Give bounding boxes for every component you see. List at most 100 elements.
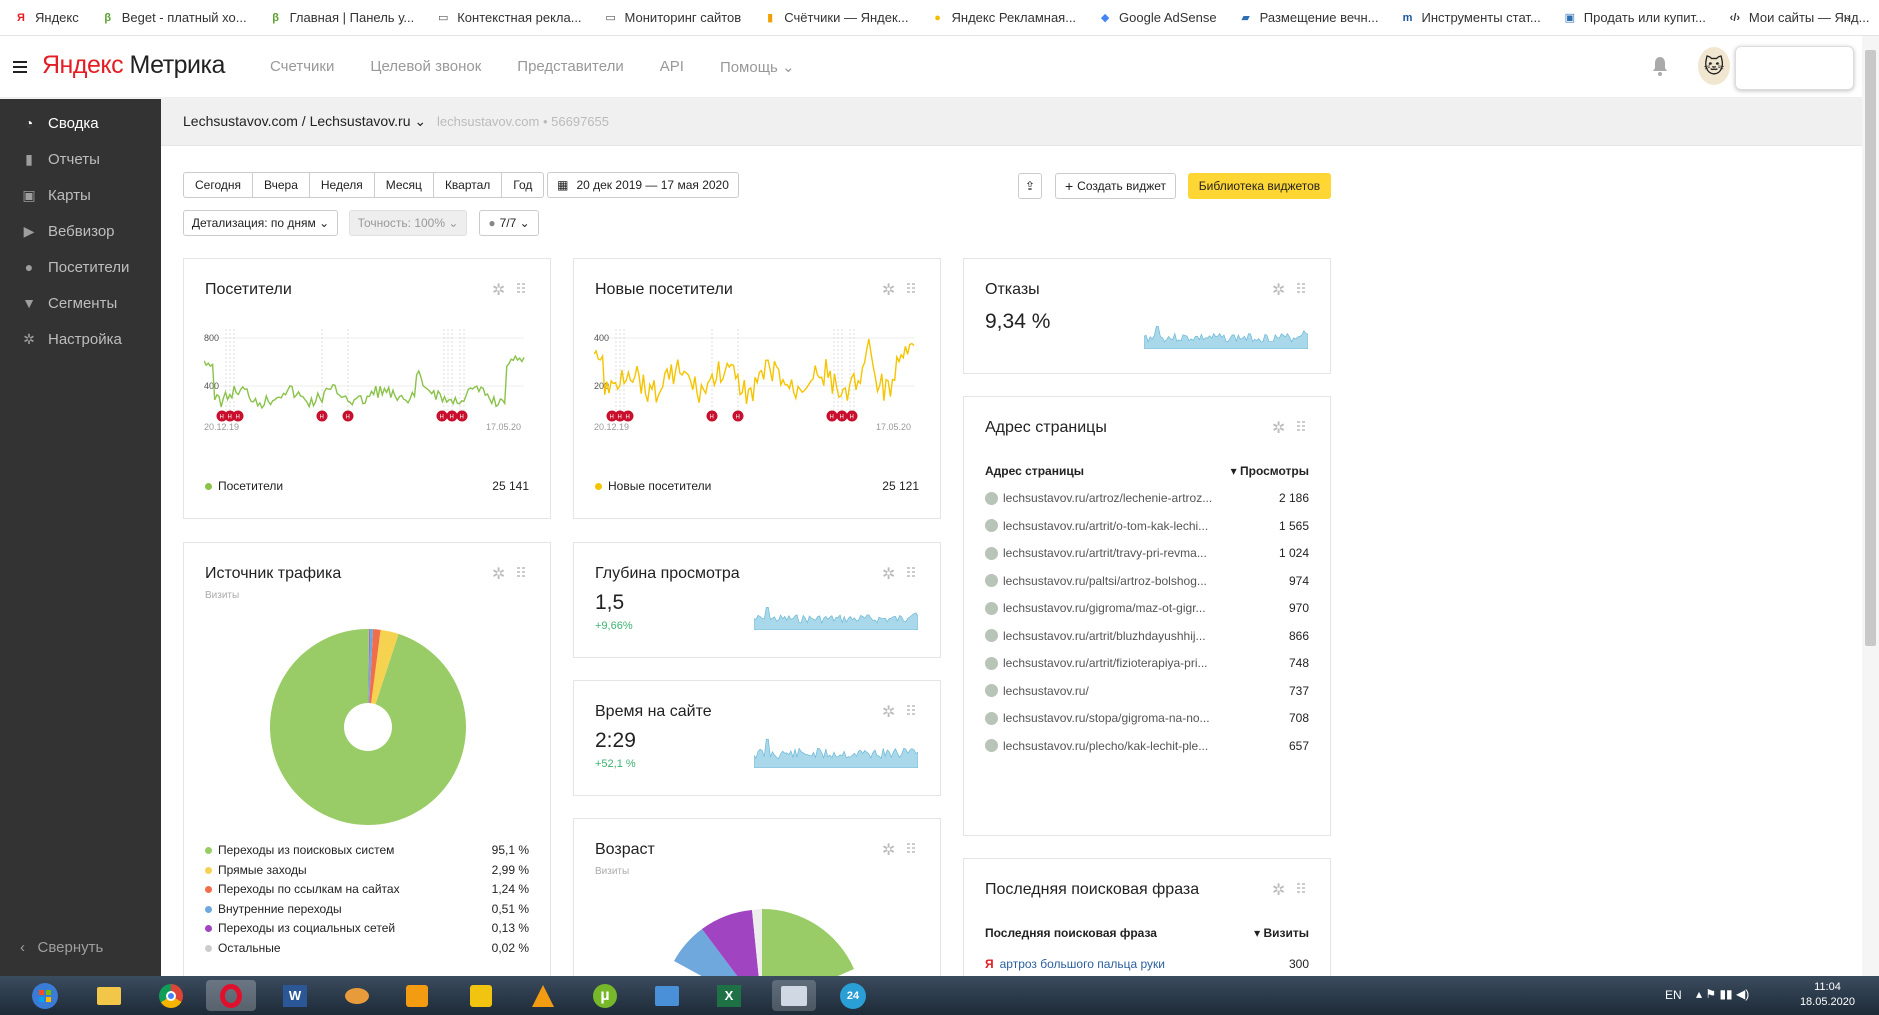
page-url[interactable]: lechsustavov.ru/artroz/lechenie-artroz..…	[1003, 491, 1213, 505]
counter-selector[interactable]: Lechsustavov.com / Lechsustavov.ru ⌄	[183, 113, 427, 129]
bookmark-item[interactable]: ▮ Счётчики — Яндек...	[763, 10, 908, 25]
nav-api[interactable]: API	[659, 58, 684, 75]
gear-icon[interactable]: ✲	[882, 842, 896, 859]
page-url[interactable]: lechsustavov.ru/gigroma/maz-ot-gigr...	[1003, 601, 1206, 615]
tool-app-icon[interactable]	[464, 980, 498, 1011]
create-widget-button[interactable]: + Создать виджет	[1055, 173, 1176, 199]
column-header-sort[interactable]: ▾ Просмотры	[1230, 464, 1309, 478]
drag-handle-icon[interactable]	[517, 567, 525, 581]
table-row[interactable]: lechsustavov.ru/plecho/kak-lechit-ple...…	[985, 739, 1309, 753]
page-url[interactable]: lechsustavov.ru/artrit/o-tom-kak-lechi..…	[1003, 518, 1209, 533]
start-button[interactable]	[28, 980, 62, 1011]
browser-24-icon[interactable]: 24	[836, 980, 870, 1011]
drag-handle-icon[interactable]	[907, 843, 915, 857]
segments-dropdown[interactable]: ● 7/7 ⌄	[479, 210, 539, 236]
legend-row[interactable]: Переходы по ссылкам на сайтах 1,24 %	[205, 882, 529, 896]
pie-slice[interactable]	[368, 629, 370, 727]
gear-icon[interactable]: ✲	[1272, 882, 1286, 899]
opera-icon[interactable]	[206, 980, 256, 1011]
page-url[interactable]: lechsustavov.ru/artrit/bluzhdayushhij...	[1003, 628, 1206, 643]
bookmark-item[interactable]: ‹/› Мои сайты — Янд...	[1728, 10, 1870, 25]
bookmark-item[interactable]: β Главная | Панель у...	[269, 10, 414, 25]
drag-handle-icon[interactable]	[1297, 421, 1305, 435]
bookmark-item[interactable]: ▭ Мониторинг сайтов	[604, 10, 741, 25]
language-indicator[interactable]: EN	[1665, 988, 1682, 1002]
legend-row[interactable]: Прямые заходы 2,99 %	[205, 863, 529, 877]
detail-dropdown[interactable]: Детализация: по дням ⌄	[183, 210, 338, 236]
word-icon[interactable]: W	[278, 980, 312, 1011]
column-header-sort[interactable]: ▾ Визиты	[1254, 926, 1309, 940]
bookmark-item[interactable]: β Beget - платный хо...	[101, 10, 246, 25]
page-url[interactable]: lechsustavov.ru/plecho/kak-lechit-ple...	[1003, 738, 1209, 753]
nav-counters[interactable]: Счетчики	[270, 58, 335, 75]
bookmark-item[interactable]: ▭ Контекстная рекла...	[436, 10, 582, 25]
book-app-icon[interactable]	[650, 980, 684, 1011]
tray-icons[interactable]: ▴ ⚑ ▮▮ ◀)	[1696, 987, 1750, 1001]
menu-icon[interactable]	[13, 61, 27, 73]
bell-icon[interactable]	[1651, 55, 1669, 77]
page-url[interactable]: lechsustavov.ru/paltsi/artroz-bolshog...	[1003, 573, 1207, 588]
period-week[interactable]: Неделя	[310, 173, 375, 197]
media-player-icon[interactable]	[400, 980, 434, 1011]
sidebar-item-segments[interactable]: ▼ Сегменты	[0, 285, 161, 321]
page-url[interactable]: lechsustavov.ru/stopa/gigroma-na-no...	[1003, 711, 1210, 725]
gear-icon[interactable]: ✲	[882, 704, 896, 721]
sidebar-item-reports[interactable]: ▮ Отчеты	[0, 141, 161, 177]
legend-row[interactable]: Переходы из социальных сетей 0,13 %	[205, 921, 529, 935]
sidebar-item-webvisor[interactable]: ▶ Вебвизор	[0, 213, 161, 249]
nav-representatives[interactable]: Представители	[517, 58, 624, 75]
table-row[interactable]: lechsustavov.ru/paltsi/artroz-bolshog...…	[985, 574, 1309, 588]
drag-handle-icon[interactable]	[907, 283, 915, 297]
period-month[interactable]: Месяц	[375, 173, 434, 197]
pie-slice[interactable]	[368, 629, 399, 727]
clock[interactable]: 11:04 18.05.2020	[1799, 981, 1855, 1008]
bookmark-item[interactable]: Я Яндекс	[14, 10, 79, 25]
page-scrollbar[interactable]	[1862, 36, 1879, 976]
period-today[interactable]: Сегодня	[184, 173, 253, 197]
table-row[interactable]: lechsustavov.ru/artrit/bluzhdayushhij...…	[985, 629, 1309, 643]
collapse-button[interactable]: ‹ Свернуть	[20, 939, 104, 956]
chrome-icon[interactable]	[154, 980, 188, 1011]
pie-slice[interactable]	[368, 629, 381, 727]
vlc-icon[interactable]	[526, 980, 560, 1011]
period-year[interactable]: Год	[513, 178, 533, 192]
bookmark-item[interactable]: ● Яндекс Рекламная...	[931, 10, 1076, 25]
table-row[interactable]: lechsustavov.ru/stopa/gigroma-na-no... 70…	[985, 711, 1309, 725]
drag-handle-icon[interactable]	[907, 705, 915, 719]
table-row[interactable]: lechsustavov.ru/gigroma/maz-ot-gigr... 97…	[985, 601, 1309, 615]
legend-row[interactable]: Остальные 0,02 %	[205, 941, 529, 955]
bookmark-item[interactable]: m Инструменты стат...	[1401, 10, 1541, 25]
pie-slice[interactable]	[368, 629, 374, 727]
sidebar-item-maps[interactable]: ▣ Карты	[0, 177, 161, 213]
table-row[interactable]: lechsustavov.ru/artrit/travy-pri-revma..…	[985, 546, 1309, 560]
nav-help[interactable]: Помощь ⌄	[719, 59, 795, 76]
accuracy-dropdown[interactable]: Точность: 100% ⌄	[349, 210, 467, 236]
table-row[interactable]: lechsustavov.ru/artroz/lechenie-artroz..…	[985, 491, 1309, 505]
scroll-thumb[interactable]	[1865, 50, 1876, 646]
more-bookmarks-icon[interactable]: »	[1843, 9, 1851, 25]
legend-row[interactable]: Внутренние переходы 0,51 %	[205, 902, 529, 916]
date-range-picker[interactable]: ▦ 20 дек 2019 — 17 мая 2020	[547, 172, 739, 198]
table-row[interactable]: lechsustavov.ru/737	[985, 684, 1309, 698]
excel-icon[interactable]: X	[712, 980, 746, 1011]
gear-icon[interactable]: ✲	[882, 282, 896, 299]
gear-icon[interactable]: ✲	[492, 566, 506, 583]
export-button[interactable]: ⇪	[1018, 173, 1042, 199]
drag-handle-icon[interactable]	[1297, 883, 1305, 897]
gear-icon[interactable]: ✲	[882, 566, 896, 583]
bookmark-item[interactable]: ◆ Google AdSense	[1098, 10, 1217, 25]
gear-icon[interactable]: ✲	[1272, 420, 1286, 437]
explorer-icon[interactable]	[92, 980, 126, 1011]
widget-library-button[interactable]: Библиотека виджетов	[1188, 173, 1331, 199]
page-url[interactable]: lechsustavov.ru/	[1003, 683, 1089, 698]
page-url[interactable]: lechsustavov.ru/artrit/travy-pri-revma..…	[1003, 546, 1207, 560]
bookmark-item[interactable]: ▰ Размещение вечн...	[1239, 10, 1378, 25]
user-menu-box[interactable]	[1735, 46, 1854, 90]
gear-icon[interactable]: ✲	[1272, 282, 1286, 299]
logo[interactable]: Яндекс Метрика	[42, 51, 225, 79]
pie-slice[interactable]	[368, 629, 370, 727]
sidebar-item-summary[interactable]: ◔ Сводка	[0, 105, 161, 141]
period-quarter[interactable]: Квартал	[434, 173, 503, 197]
legend-row[interactable]: Переходы из поисковых систем 95,1 %	[205, 843, 529, 857]
column-header[interactable]: Последняя поисковая фраза	[985, 926, 1157, 940]
